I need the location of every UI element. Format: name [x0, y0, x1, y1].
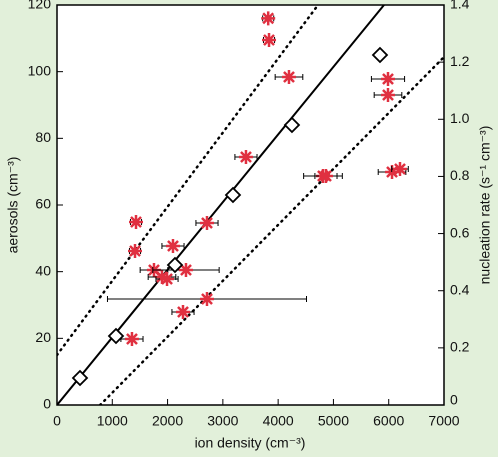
y-axis-label: aerosols (cm⁻³) [5, 157, 21, 254]
data-point [165, 239, 180, 253]
data-point [160, 272, 175, 286]
data-point [124, 332, 139, 346]
data-point [238, 150, 253, 164]
diamond-point [371, 46, 389, 64]
data-point [380, 72, 395, 86]
x-tick-label: 0 [53, 413, 61, 429]
x-tick-label: 3000 [207, 413, 238, 429]
x-axis-label: ion density (cm⁻³) [195, 435, 306, 451]
y-tick-label: 20 [35, 329, 51, 345]
x-tick-label: 1000 [97, 413, 128, 429]
y-tick-label: 100 [28, 62, 52, 78]
x-tick-label: 6000 [373, 413, 404, 429]
data-point [199, 216, 214, 230]
x-tick-label: 5000 [318, 413, 349, 429]
y2-tick-label: 0.4 [450, 281, 470, 297]
data-point [128, 244, 143, 258]
data-point [199, 292, 214, 306]
data-point [129, 215, 144, 229]
fit-line [57, 5, 320, 357]
diamond-point [283, 116, 301, 134]
y-tick-label: 120 [28, 0, 52, 12]
data-point [318, 169, 333, 183]
data-point [392, 162, 407, 176]
data-point [175, 305, 190, 319]
plot-area [56, 4, 445, 406]
data-point [380, 88, 395, 102]
data-point [281, 70, 296, 84]
data-point [262, 33, 277, 47]
diamond-point [71, 369, 89, 387]
y-tick-label: 60 [35, 196, 51, 212]
x-tick-label: 2000 [152, 413, 183, 429]
y2-tick-label: 0.6 [450, 224, 470, 240]
diamond-point [107, 327, 125, 345]
y2-tick-label: 0.2 [450, 339, 470, 355]
data-point [154, 270, 169, 284]
data-point [178, 263, 193, 277]
y2-tick-label: 1.2 [450, 53, 470, 69]
y-tick-label: 0 [43, 396, 51, 412]
diamond-point [166, 256, 184, 274]
y2-axis-label: nucleation rate (s⁻¹ cm⁻³) [477, 126, 493, 285]
y-tick-label: 40 [35, 262, 51, 278]
y2-tick-label: 0 [450, 392, 458, 408]
data-point [261, 11, 276, 26]
fit-line [98, 55, 444, 405]
y2-tick-label: 0.8 [450, 167, 470, 183]
diamond-point [224, 186, 242, 204]
y-tick-label: 80 [35, 129, 51, 145]
x-tick-label: 7000 [428, 413, 459, 429]
x-tick-label: 4000 [263, 413, 294, 429]
y2-tick-label: 1.4 [450, 0, 470, 12]
y2-tick-label: 1.0 [450, 110, 470, 126]
